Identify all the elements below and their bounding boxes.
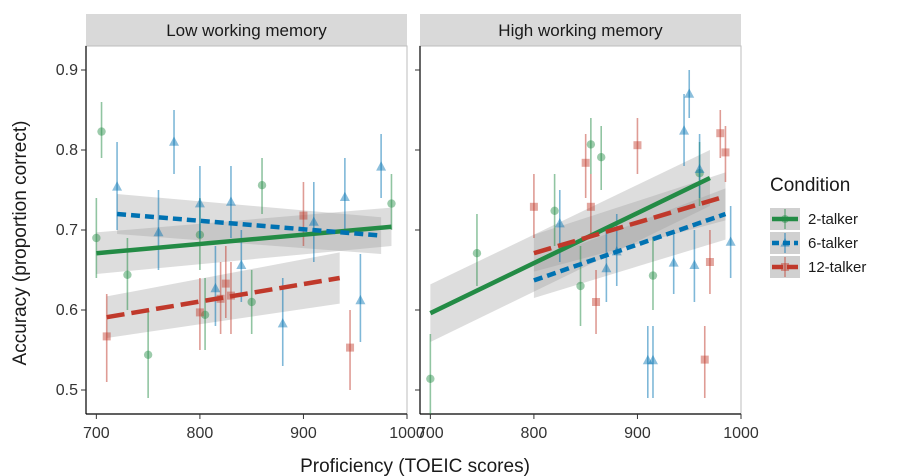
data-point-6-talker [694,163,705,173]
y-tick-label: 0.8 [56,142,78,159]
data-point-6-talker [210,282,221,293]
data-point-6-talker [554,218,565,228]
x-tick-label: 1000 [389,425,425,442]
data-point-2-talker [586,140,596,149]
x-tick-label: 800 [521,425,548,442]
data-point-12-talker [102,332,111,341]
fit-line-12-talker [106,275,341,320]
data-point-2-talker [247,297,256,307]
data-point-12-talker [195,308,204,317]
data-point-12-talker [586,202,595,211]
legend-title: Condition [770,175,850,196]
legend-label-2-talker: 2-talker [808,211,858,228]
data-point-6-talker [601,262,612,273]
x-tick-label: 700 [417,425,444,442]
x-tick-label: 900 [624,425,651,442]
data-point-2-talker [123,270,132,279]
ci-ribbon-6-talker [533,188,726,298]
data-point-6-talker [642,354,653,365]
legend-label-6-talker: 6-talker [808,235,858,252]
facet-strip [86,14,407,46]
data-point-2-talker [472,249,482,258]
fit-line-6-talker [116,211,382,238]
fit-line-6-talker [533,211,727,283]
data-point-2-talker [550,206,559,215]
facet-strip-title: Low working memory [166,21,327,40]
data-point-6-talker [153,226,164,237]
data-point-6-talker [668,257,679,267]
data-point-6-talker [689,259,700,269]
data-point-2-talker [576,281,585,291]
data-point-2-talker [387,199,396,208]
x-axis-title: Proficiency (TOEIC scores) [300,456,530,476]
legend: Condition 2-talker 6-talker 12-talker [770,175,866,278]
data-point-12-talker [529,202,538,211]
data-point-2-talker [426,374,435,383]
data-point-6-talker [112,181,123,191]
data-point-6-talker [225,196,236,206]
panels-layer: Low working memory 0.5 0.6 0.7 0.8 0.9 700 800 9… [56,14,759,442]
facet-panel-1: Low working memory 0.5 0.6 0.7 0.8 0.9 700 800 9… [56,14,425,442]
x-tick-label: 700 [83,425,110,442]
x-tick-label: 800 [187,425,214,442]
data-point-6-talker [725,236,736,246]
plot-area [92,102,396,398]
y-tick-label: 0.5 [56,382,78,399]
data-point-6-talker [355,294,366,305]
data-point-2-talker [597,153,606,162]
data-point-2-talker [257,181,267,190]
y-tick-label: 0.9 [56,62,78,79]
data-point-6-talker [169,136,180,146]
ci-ribbon-12-talker [533,172,726,272]
x-tick-label: 900 [290,425,317,442]
data-point-6-talker [339,191,350,201]
y-tick-label: 0.7 [56,222,78,239]
data-point-2-talker [200,310,210,319]
data-point-12-talker [592,298,601,306]
data-point-6-talker [679,125,690,135]
data-point-12-talker [299,211,308,220]
data-point-6-talker [684,88,695,98]
data-point-6-talker [376,161,387,171]
legend-key-marker [781,263,789,271]
facet-strip-title: High working memory [498,21,663,40]
legend-label-12-talker: 12-talker [808,259,866,276]
plot-area [426,70,736,414]
data-point-12-talker [221,279,230,288]
facet-strip [420,14,741,46]
data-point-2-talker [143,350,153,359]
data-point-2-talker [97,127,106,136]
data-point-12-talker [581,158,590,167]
x-tick-label: 1000 [723,425,759,442]
data-point-12-talker [705,258,714,266]
fit-line-2-talker [429,175,711,316]
data-point-12-talker [716,129,725,138]
y-tick-label: 0.6 [56,302,78,319]
data-point-6-talker [194,198,205,208]
data-point-12-talker [700,355,709,364]
data-point-2-talker [648,271,658,280]
ci-ribbon-12-talker [106,252,340,338]
data-point-6-talker [236,259,247,269]
data-point-2-talker [92,233,101,243]
facet-panel-2: High working memory 700 800 900 1000 [415,14,759,442]
data-point-6-talker [647,354,658,365]
y-axis-title: Accuracy (proportion correct) [10,121,31,366]
data-point-12-talker [721,148,730,157]
fit-line-12-talker [533,194,727,256]
data-point-6-talker [308,216,319,226]
data-point-12-talker [633,141,642,150]
data-point-12-talker [346,343,355,352]
data-point-6-talker [277,318,288,328]
